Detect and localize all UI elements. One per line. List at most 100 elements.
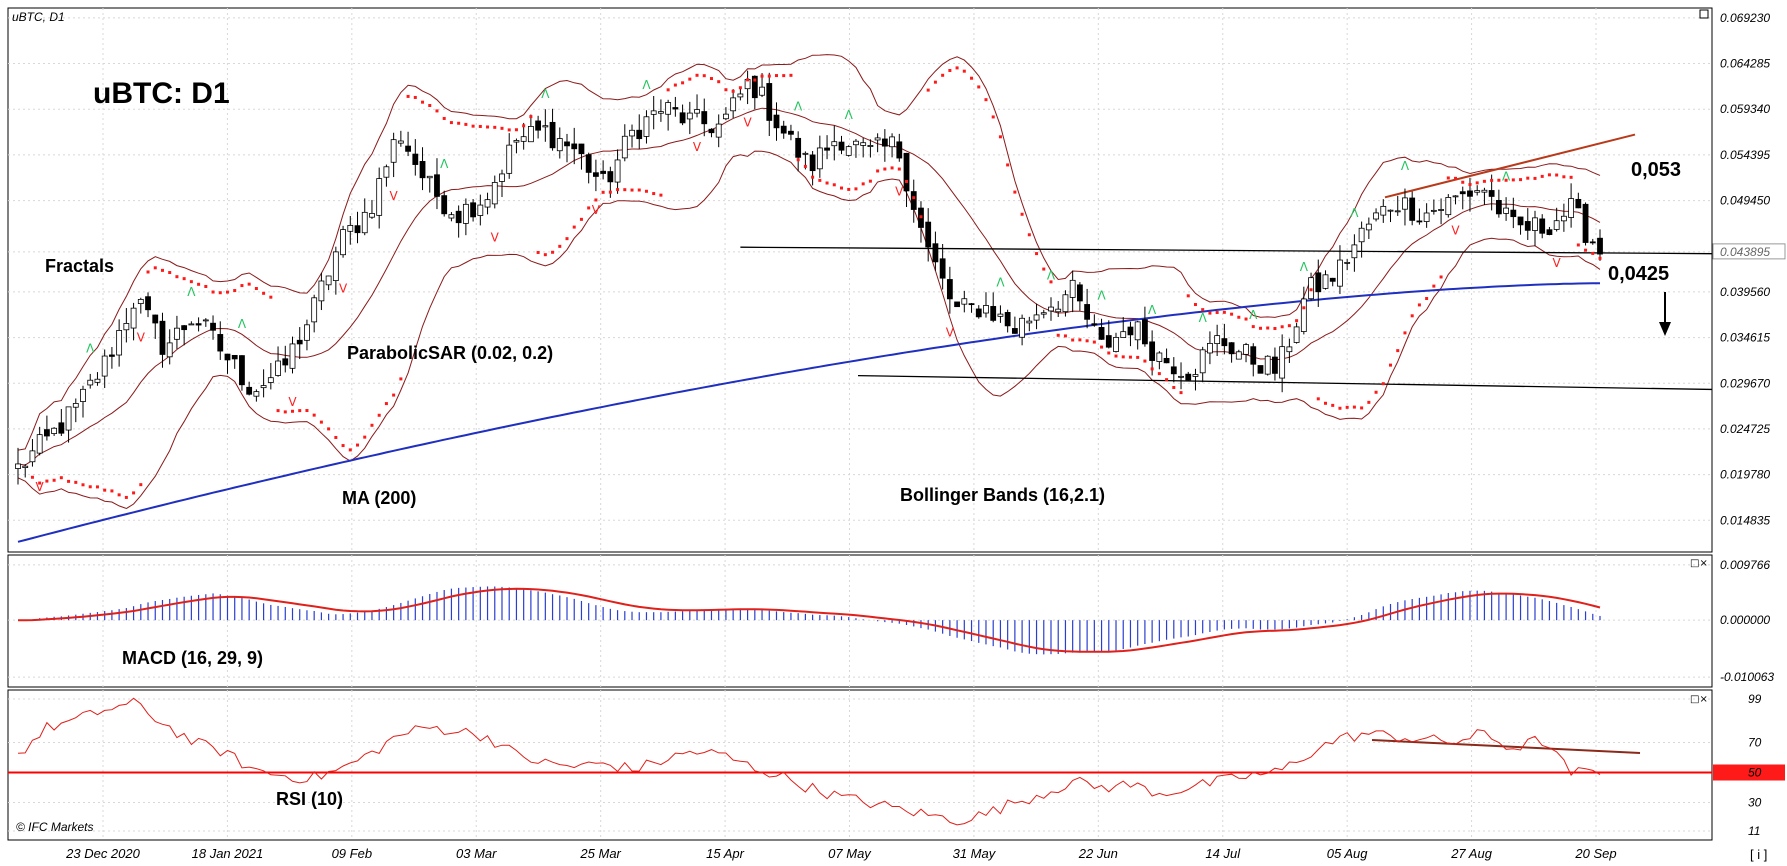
rsi-tick-label: 11 bbox=[1748, 824, 1760, 838]
candle-body bbox=[1163, 357, 1170, 364]
psar-dot bbox=[1352, 405, 1356, 409]
candle-body bbox=[1004, 312, 1011, 327]
candle-body bbox=[22, 465, 29, 468]
rsi-line bbox=[17, 697, 1601, 826]
psar-dot bbox=[457, 121, 461, 125]
psar-dot bbox=[1295, 319, 1299, 323]
candle-body bbox=[607, 171, 614, 183]
price-panel-maximize-icon[interactable] bbox=[1699, 9, 1709, 19]
psar-dot bbox=[1540, 174, 1544, 178]
psar-dot bbox=[1504, 178, 1508, 182]
candle-body bbox=[296, 339, 303, 345]
candle-body bbox=[202, 319, 209, 322]
psar-dot bbox=[1547, 173, 1551, 177]
candle-body bbox=[773, 114, 780, 129]
macd-signal-line bbox=[18, 587, 1601, 653]
psar-dot bbox=[356, 443, 360, 447]
candle-body bbox=[1416, 220, 1423, 223]
candle-body bbox=[1069, 279, 1076, 298]
psar-dot bbox=[1555, 173, 1559, 177]
psar-dot bbox=[291, 409, 295, 413]
candle-body bbox=[1495, 199, 1502, 215]
fractal-up-icon: Λ bbox=[187, 285, 196, 299]
psar-dot bbox=[1309, 288, 1313, 292]
psar-dot bbox=[1201, 308, 1205, 312]
psar-label: ParabolicSAR (0.02, 0.2) bbox=[347, 343, 553, 363]
psar-dot bbox=[1071, 338, 1075, 342]
psar-dot bbox=[709, 77, 713, 81]
psar-dot bbox=[926, 88, 930, 92]
psar-dot bbox=[941, 73, 945, 77]
candle-body bbox=[679, 112, 686, 124]
candle-body bbox=[1510, 209, 1517, 218]
psar-dot bbox=[1475, 181, 1479, 185]
candle-body bbox=[838, 141, 845, 151]
psar-dot bbox=[753, 78, 757, 82]
candle-body bbox=[759, 86, 765, 96]
psar-dot bbox=[52, 478, 56, 482]
candle-body bbox=[58, 422, 65, 434]
psar-dot bbox=[529, 115, 533, 119]
fractal-down-icon: V bbox=[288, 395, 297, 409]
psar-dot bbox=[854, 187, 858, 191]
psar-dot bbox=[1121, 355, 1125, 359]
candle-body bbox=[1503, 207, 1509, 214]
candle-body bbox=[188, 323, 195, 326]
candle-body bbox=[549, 121, 556, 149]
psar-dot bbox=[933, 80, 937, 84]
candle-body bbox=[239, 355, 245, 386]
psar-dot bbox=[1446, 176, 1450, 180]
price-panel bbox=[7, 7, 1713, 553]
candle-body bbox=[1221, 338, 1228, 347]
candle-body bbox=[542, 125, 549, 128]
psar-dot bbox=[1092, 340, 1096, 344]
candle-body bbox=[961, 298, 968, 305]
ma-label: MA (200) bbox=[342, 488, 416, 508]
candle-body bbox=[123, 323, 130, 331]
candle-body bbox=[354, 225, 361, 234]
candle-body bbox=[210, 322, 216, 331]
psar-dot bbox=[1533, 176, 1537, 180]
candle-body bbox=[650, 110, 657, 115]
macd-panel bbox=[7, 554, 1713, 688]
psar-dot bbox=[623, 188, 627, 192]
psar-dot bbox=[1078, 338, 1082, 342]
psar-dot bbox=[88, 485, 92, 489]
psar-dot bbox=[962, 69, 966, 73]
psar-dot bbox=[1063, 334, 1067, 338]
candle-body bbox=[571, 143, 578, 150]
candle-body bbox=[484, 199, 491, 208]
candle-body bbox=[990, 306, 997, 321]
fractal-up-icon: Λ bbox=[86, 342, 95, 356]
corner-tag[interactable]: [ i ] bbox=[1750, 847, 1767, 862]
x-tick-label: 25 Mar bbox=[579, 846, 621, 861]
candle-body bbox=[253, 391, 260, 397]
psar-dot bbox=[1468, 183, 1472, 187]
candle-body bbox=[267, 377, 274, 383]
psar-dot bbox=[1186, 294, 1190, 298]
psar-dot bbox=[45, 479, 49, 483]
psar-dot bbox=[717, 80, 721, 84]
x-tick-label: 20 Sep bbox=[1574, 846, 1616, 861]
rsi-panel-close-icon[interactable]: □× bbox=[1690, 694, 1708, 705]
candle-body bbox=[152, 314, 159, 324]
fractal-down-icon: V bbox=[491, 231, 500, 245]
candle-body bbox=[1091, 323, 1098, 326]
fractal-up-icon: Λ bbox=[1502, 169, 1511, 183]
candle-body bbox=[94, 378, 101, 383]
macd-panel-close-icon[interactable]: □× bbox=[1690, 558, 1708, 569]
candle-body bbox=[506, 144, 513, 174]
psar-dot bbox=[117, 493, 121, 497]
psar-dot bbox=[1165, 378, 1169, 382]
psar-dot bbox=[948, 68, 952, 72]
candle-body bbox=[1532, 217, 1538, 231]
fractal-down-icon: V bbox=[36, 480, 45, 494]
candle-body bbox=[874, 137, 881, 141]
psar-dot bbox=[587, 206, 591, 210]
candle-body bbox=[1214, 335, 1221, 344]
candle-body bbox=[1048, 306, 1054, 312]
candle-body bbox=[701, 111, 708, 125]
psar-dot bbox=[146, 270, 150, 274]
psar-dot bbox=[702, 74, 706, 78]
candle-body bbox=[1264, 355, 1271, 375]
